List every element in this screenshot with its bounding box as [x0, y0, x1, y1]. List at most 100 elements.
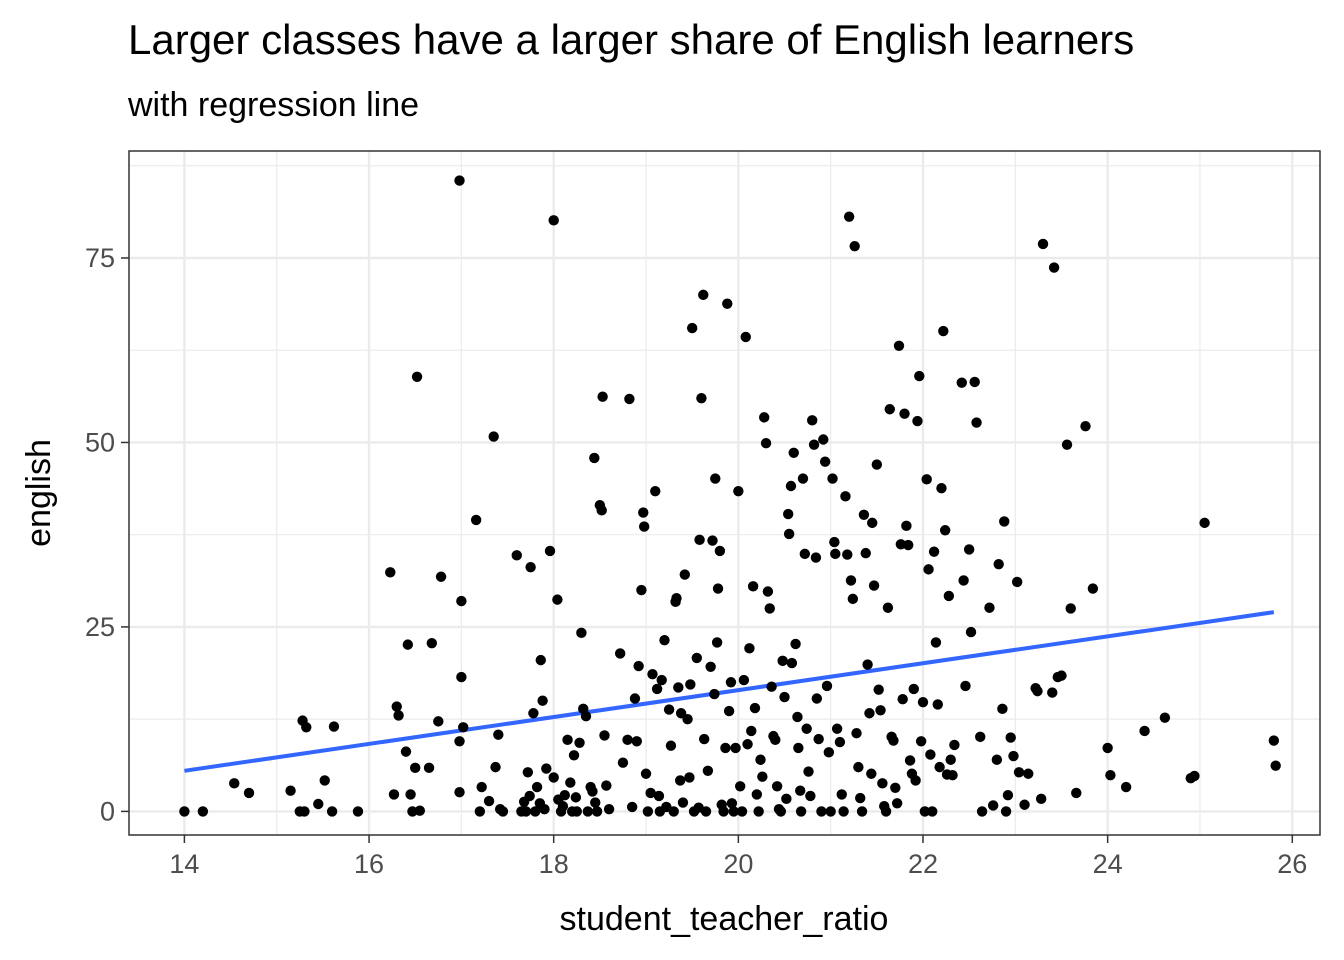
data-point: [574, 737, 585, 748]
data-point: [901, 520, 912, 532]
data-point: [751, 789, 763, 800]
data-point: [1048, 262, 1060, 273]
data-point: [930, 637, 942, 648]
data-point: [571, 806, 582, 817]
chart-title: Larger classes have a larger share of En…: [128, 16, 1135, 63]
data-point: [411, 371, 423, 382]
data-point: [601, 780, 612, 791]
data-point: [651, 683, 663, 695]
data-point: [1000, 806, 1012, 817]
data-point: [779, 691, 790, 703]
data-point: [541, 763, 552, 774]
data-point: [522, 767, 534, 778]
data-point: [1270, 760, 1281, 771]
minor-grid: [129, 151, 1320, 835]
data-point: [552, 594, 563, 605]
data-point: [650, 485, 661, 497]
data-point: [873, 684, 884, 695]
data-point: [965, 626, 977, 638]
data-point: [656, 674, 667, 686]
x-tick-label: 20: [723, 849, 753, 879]
data-point: [856, 806, 868, 817]
data-point: [531, 781, 543, 793]
data-point: [827, 473, 838, 484]
data-point: [629, 693, 641, 704]
data-point: [783, 528, 795, 540]
plot-panel: [129, 151, 1320, 835]
data-point: [544, 545, 556, 557]
data-point: [537, 695, 548, 706]
data-point: [711, 637, 723, 648]
data-point: [410, 762, 421, 774]
data-point: [1005, 732, 1016, 743]
data-point: [559, 789, 570, 801]
data-point: [747, 581, 759, 592]
data-point: [677, 797, 689, 808]
data-point: [891, 798, 903, 809]
data-point: [847, 593, 859, 605]
data-point: [528, 708, 539, 719]
data-point: [834, 736, 846, 748]
data-point: [1268, 735, 1280, 746]
data-point: [927, 806, 938, 817]
data-point: [921, 474, 932, 485]
data-point: [709, 688, 720, 700]
data-point: [897, 694, 908, 705]
data-point: [945, 754, 956, 765]
data-point: [562, 734, 573, 746]
data-point: [454, 787, 465, 798]
data-point: [685, 679, 696, 690]
data-point: [722, 298, 733, 309]
data-point: [949, 739, 960, 751]
data-point: [762, 586, 774, 597]
data-point: [976, 806, 988, 817]
data-point: [1199, 517, 1210, 529]
data-point: [301, 722, 312, 733]
data-point: [810, 552, 822, 563]
data-point: [757, 771, 768, 782]
data-point: [433, 716, 444, 727]
data-point: [771, 781, 783, 792]
data-point: [285, 785, 296, 796]
data-point: [760, 437, 772, 449]
data-point: [326, 806, 338, 817]
data-point: [229, 778, 240, 789]
data-point: [866, 768, 877, 779]
data-point: [525, 561, 536, 573]
data-point: [580, 711, 592, 722]
data-point: [631, 736, 642, 747]
data-point: [867, 517, 878, 529]
data-point: [958, 575, 969, 586]
data-point: [470, 514, 482, 526]
data-point: [805, 790, 816, 802]
x-tick-label: 16: [354, 849, 384, 879]
data-point: [1065, 603, 1076, 614]
data-point: [975, 731, 986, 743]
data-point: [908, 683, 919, 695]
chart-subtitle: with regression line: [128, 86, 420, 124]
data-point: [557, 801, 569, 812]
data-point: [759, 412, 770, 423]
data-point: [702, 765, 714, 777]
data-point: [638, 521, 650, 532]
data-point: [987, 800, 999, 811]
data-point: [821, 680, 833, 692]
data-point: [813, 733, 824, 745]
data-point: [530, 806, 541, 817]
data-point: [698, 733, 710, 745]
data-point: [725, 677, 737, 688]
data-point: [960, 680, 971, 692]
data-point: [938, 325, 949, 337]
data-point: [679, 569, 690, 580]
data-point: [700, 806, 712, 817]
data-point: [991, 754, 1003, 765]
data-point: [777, 655, 788, 667]
data-point: [1035, 793, 1047, 805]
data-point: [797, 473, 809, 484]
data-point: [617, 757, 629, 768]
data-point: [642, 806, 654, 817]
data-point: [707, 535, 718, 546]
data-point: [764, 603, 775, 614]
data-point: [842, 549, 853, 560]
